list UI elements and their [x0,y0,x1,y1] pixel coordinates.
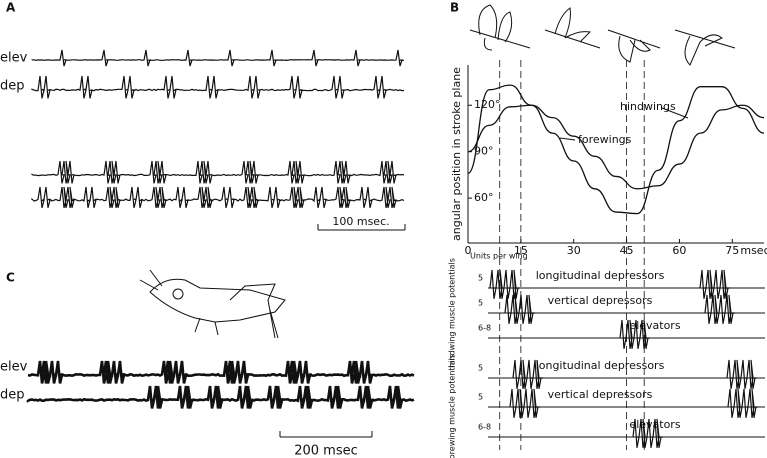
trace [31,75,405,99]
x-tick-label: 45 [620,244,634,257]
group-label: forewing muscle potentials [448,354,457,458]
x-axis-label: msec [740,244,767,257]
units: 5 [478,393,483,402]
wing-sketches [469,4,736,66]
row-label: elevators [629,418,680,431]
y-axis-label: angular position in stroke plane [450,67,463,241]
trace [726,359,757,389]
trace [31,49,405,67]
x-tick-label: 15 [514,244,528,257]
trace [632,418,663,448]
row-label: longitudinal depressors [536,359,665,372]
trace [699,269,730,299]
panel-label: B [450,1,459,15]
units: 5 [478,299,483,308]
x-tick-label: 30 [567,244,581,257]
panel-label: A [6,1,16,15]
series-label: hindwings [620,100,676,113]
group-label: hindwing muscle potentials [448,258,457,368]
trace [31,186,405,208]
units: 5 [478,364,483,373]
curve [467,104,765,190]
leader [661,107,689,119]
x-tick-label: 60 [672,244,686,257]
units: 6-8 [478,324,491,333]
units: 6-8 [478,423,491,432]
panel-label: C [6,271,15,285]
scale-label: 200 msec [294,444,358,458]
trace [619,319,650,349]
trace [31,160,405,184]
x-tick-label: 75 [725,244,739,257]
row-label: vertical depressors [548,388,653,401]
scale-label: 100 msec. [332,215,389,228]
row-label: elevators [629,319,680,332]
trace-label: dep [0,79,25,94]
row-label: longitudinal depressors [536,269,665,282]
y-tick-label: 60° [474,191,494,204]
y-tick-label: 120° [474,98,501,111]
trace [26,385,415,409]
series-label: forewings [578,133,632,146]
grasshopper [139,269,286,339]
trace-label: elev [0,360,28,375]
trace [512,359,543,389]
trace [704,294,735,324]
trace [727,388,758,418]
y-tick-label: 90° [474,145,494,158]
trace [27,360,415,384]
x-tick-label: 0 [465,244,472,257]
trace [504,294,535,324]
units: 5 [478,274,483,283]
trace-label: elev [0,51,28,66]
trace [489,269,520,299]
units-header: Units per wing [470,252,528,261]
curve [467,84,765,215]
leader [559,137,576,141]
row-label: vertical depressors [548,294,653,307]
trace [509,388,540,418]
trace-label: dep [0,388,25,403]
